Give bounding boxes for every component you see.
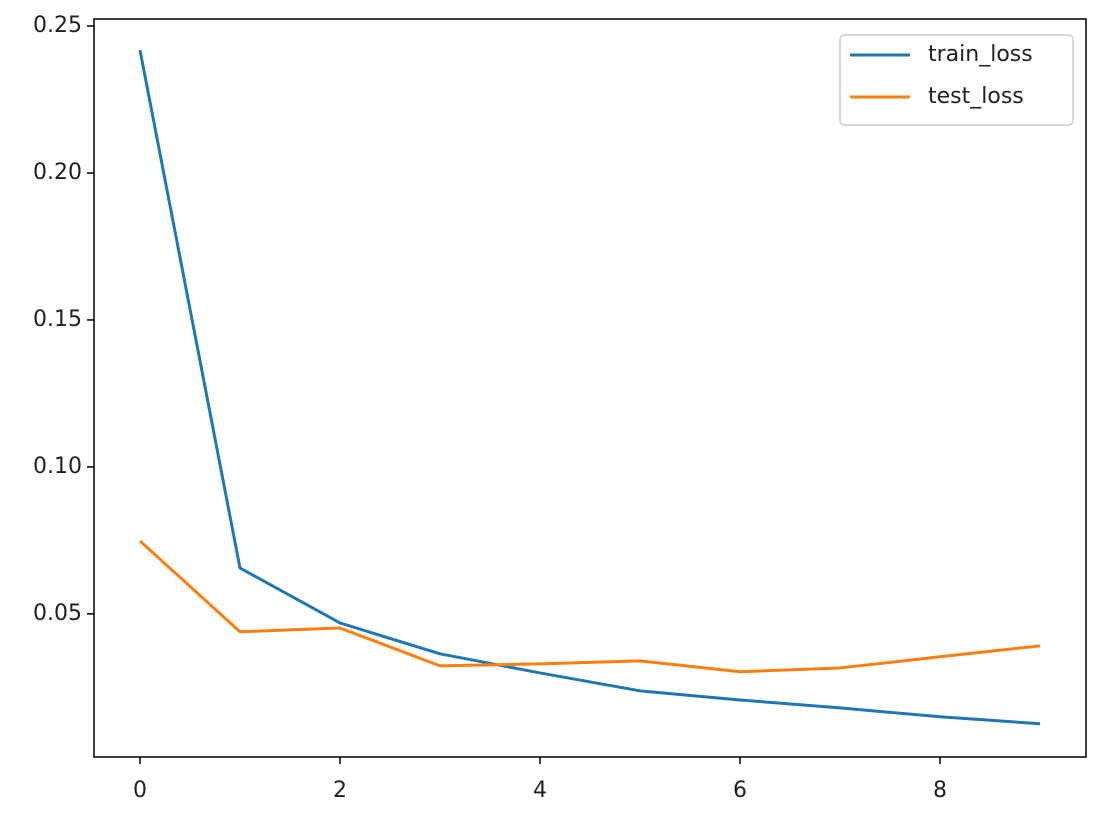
x-tick-label: 2: [333, 778, 347, 803]
x-tick-label: 4: [533, 778, 547, 803]
x-tick-label: 8: [933, 778, 947, 803]
x-tick-label: 0: [133, 778, 147, 803]
y-tick-label: 0.25: [33, 13, 82, 38]
x-tick-label: 6: [733, 778, 747, 803]
y-tick-label: 0.15: [33, 307, 82, 332]
series-line: [138, 539, 1041, 674]
legend-box: [839, 34, 1074, 126]
plot-frame: [93, 18, 1087, 758]
legend-label: train_loss: [928, 42, 1033, 67]
y-tick-label: 0.10: [33, 454, 82, 479]
y-tick-label: 0.05: [33, 601, 82, 626]
y-tick-label: 0.20: [33, 160, 82, 185]
series-line: [138, 49, 1041, 726]
legend-label: test_loss: [928, 84, 1024, 109]
